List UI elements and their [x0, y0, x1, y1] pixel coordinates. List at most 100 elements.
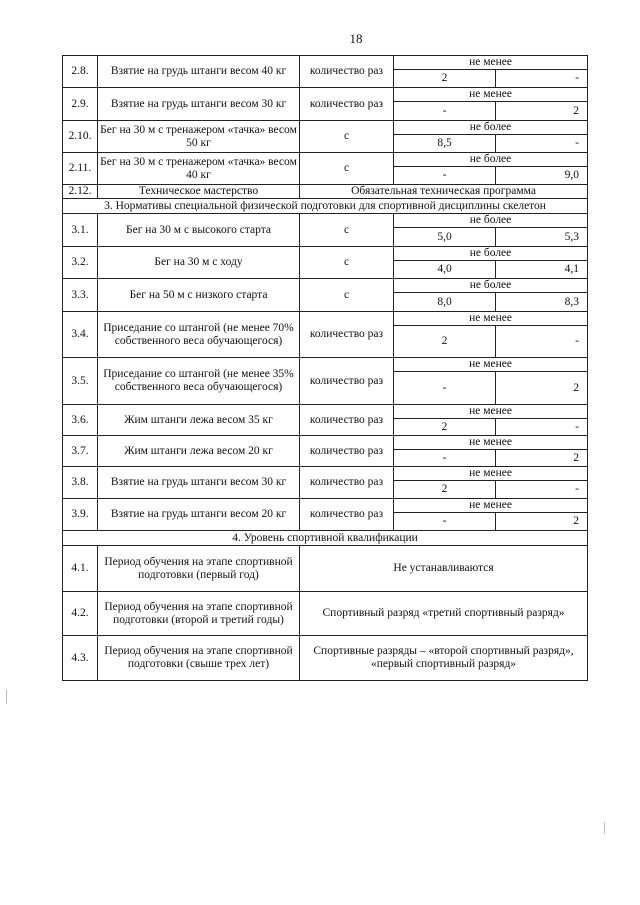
value-year2: - — [494, 418, 589, 436]
exercise-name: Бег на 30 м с тренажером «тачка» весом 5… — [97, 120, 300, 153]
table-row-values: -9,0 — [63, 166, 589, 185]
table-row: 2.9. Взятие на грудь штанги весом 30 кг ко… — [62, 87, 589, 121]
condition-cell: не менее — [392, 435, 589, 450]
row-number: 3.5. — [62, 357, 98, 405]
exercise-name: Взятие на грудь штанги весом 20 кг — [97, 498, 300, 531]
row-number: 2.10. — [62, 120, 98, 153]
value-year2: 5,3 — [494, 227, 589, 247]
exercise-name: Техническое мастерство — [97, 184, 300, 199]
table-row: 2.10. Бег на 30 м с тренажером «тачка» ве… — [62, 120, 589, 153]
period-name: Период обучения на этапе спортивной подг… — [97, 591, 300, 636]
row-number: 3.4. — [62, 311, 98, 358]
period-name: Период обучения на этапе спортивной подг… — [97, 545, 300, 592]
exercise-name: Бег на 50 м с низкого старта — [97, 278, 300, 312]
table-row-values: 8,5- — [63, 134, 589, 153]
condition-cell: не менее — [392, 357, 589, 372]
unit-cell: с — [299, 120, 394, 153]
section-header: 4. Уровень спортивной квалификации — [61, 530, 589, 546]
value-year1: 2 — [393, 480, 496, 499]
table-row-values: -2 — [63, 101, 589, 121]
unit-cell: с — [299, 246, 394, 279]
value-year2: 8,3 — [494, 292, 589, 312]
unit-cell: количество раз — [299, 357, 394, 405]
row-number: 2.11. — [62, 152, 98, 185]
row-number: 3.6. — [62, 404, 98, 436]
condition-cell: не более — [392, 120, 589, 135]
table-row: 2.11. Бег на 30 м с тренажером «тачка» ве… — [62, 152, 589, 185]
value-year1: - — [393, 449, 496, 467]
exercise-name: Жим штанги лежа весом 35 кг — [97, 404, 300, 436]
value-year2: 2 — [494, 101, 589, 121]
value-year1: - — [393, 371, 496, 405]
row-number: 4.2. — [62, 591, 98, 636]
value-year1: 4,0 — [393, 260, 496, 279]
condition-cell: не более — [392, 213, 589, 228]
table-row: 3.7. Жим штанги лежа весом 20 кг количеств… — [62, 435, 589, 467]
value-year2: - — [494, 325, 589, 358]
row-number: 4.3. — [62, 635, 98, 681]
table-row: 3.4. Приседание со штангой (не менее 70% … — [62, 311, 589, 358]
unit-cell: количество раз — [299, 87, 394, 121]
table-row-values: 4,0 4,1 — [63, 260, 589, 279]
value-year1: 2 — [393, 418, 496, 436]
unit-cell: количество раз — [299, 466, 394, 499]
unit-cell: количество раз — [299, 55, 394, 88]
page-number: 18 — [349, 31, 363, 46]
value-year2: - — [494, 134, 589, 153]
section-title: 3. Нормативы специальной физической подг… — [61, 198, 589, 214]
value-year2: - — [494, 69, 589, 88]
exercise-name: Бег на 30 м с высокого старта — [97, 213, 300, 247]
value-year2: 2 — [494, 449, 589, 467]
row-number: 3.8. — [62, 466, 98, 499]
unit-cell: с — [299, 152, 394, 185]
unit-cell: количество раз — [299, 498, 394, 531]
unit-cell: с — [299, 213, 394, 247]
exercise-name: Бег на 30 м с тренажером «тачка» весом 4… — [97, 152, 300, 185]
exercise-name: Приседание со штангой (не менее 35% собс… — [97, 357, 300, 405]
table-row-values: -2 — [63, 512, 589, 531]
condition-cell: не более — [392, 152, 589, 167]
table-row: 3.3. Бег на 50 м с низкого старта с не боле… — [62, 278, 589, 312]
scan-artifact — [6, 690, 7, 704]
period-name: Период обучения на этапе спортивной подг… — [97, 635, 300, 681]
condition-cell: не менее — [392, 311, 589, 326]
unit-cell: с — [299, 278, 394, 312]
row-number: 2.8. — [62, 55, 98, 88]
exercise-name: Жим штанги лежа весом 20 кг — [97, 435, 300, 467]
scan-artifact — [604, 822, 605, 834]
program-cell: Обязательная техническая программа — [298, 184, 589, 199]
value-year2: 9,0 — [494, 166, 589, 185]
table-row: 3.1. Бег на 30 м с высокого старта с не бол… — [62, 213, 589, 247]
value-year1: 8,0 — [393, 292, 496, 312]
table-row: 3.8. Взятие на грудь штанги весом 30 кг ко… — [62, 466, 589, 499]
row-number: 2.9. — [62, 87, 98, 121]
value-year2: - — [494, 480, 589, 499]
condition-cell: не более — [392, 278, 589, 293]
row-number: 4.1. — [62, 545, 98, 592]
condition-cell: не менее — [392, 87, 589, 102]
exercise-name: Приседание со штангой (не менее 70% собс… — [97, 311, 300, 358]
table-row-values: 2- — [63, 325, 589, 358]
unit-cell: количество раз — [299, 404, 394, 436]
value-year2: 2 — [494, 371, 589, 405]
value-year1: 2 — [393, 325, 496, 358]
value-year1: 2 — [393, 69, 496, 88]
condition-cell: не менее — [392, 466, 589, 481]
table-row: 4.1. Период обучения на этапе спортивной … — [62, 545, 589, 592]
table-row: 2.12. Техническое мастерство Обязательная … — [62, 184, 589, 199]
table-row: 3.2. Бег на 30 м с ходу с не более — [62, 246, 589, 279]
condition-cell: не менее — [392, 404, 589, 419]
qualification-cell: Спортивный разряд «третий спортивный раз… — [298, 591, 589, 636]
condition-cell: не менее — [392, 55, 589, 70]
unit-cell: количество раз — [299, 311, 394, 358]
section-header: 3. Нормативы специальной физической подг… — [61, 198, 589, 214]
exercise-name: Взятие на грудь штанги весом 40 кг — [97, 55, 300, 88]
table-row: 2.8. Взятие на грудь штанги весом 40 кг ко… — [62, 55, 589, 88]
condition-cell: не менее — [392, 498, 589, 513]
value-year1: - — [393, 101, 496, 121]
qualification-cell: Спортивные разряды – «второй спортивный … — [298, 635, 589, 681]
row-number: 3.7. — [62, 435, 98, 467]
table-row: 4.2. Период обучения на этапе спортивной … — [62, 591, 589, 636]
row-number: 3.2. — [62, 246, 98, 279]
value-year1: 8,5 — [393, 134, 496, 153]
